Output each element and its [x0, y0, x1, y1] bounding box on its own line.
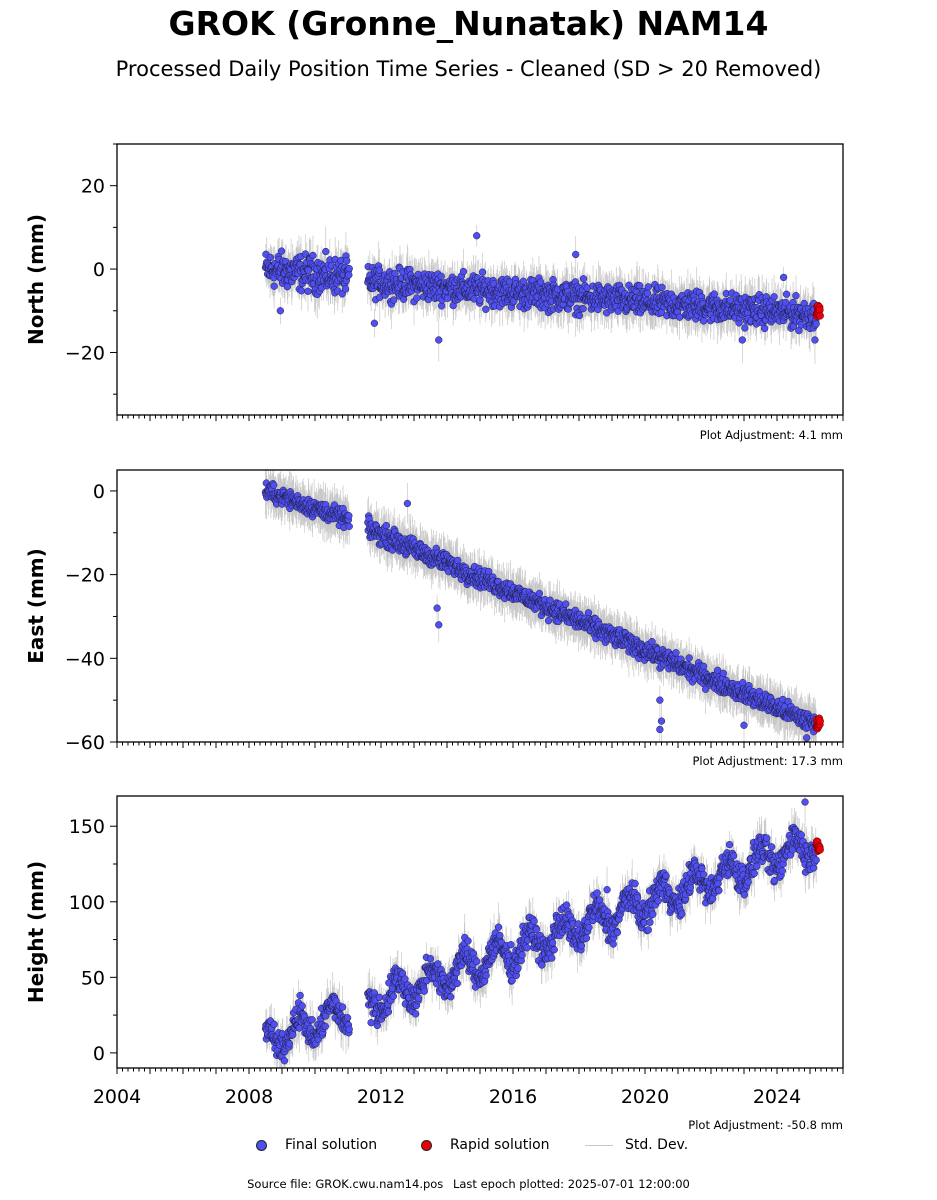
- final-point: [635, 281, 644, 290]
- final-point: [266, 253, 275, 262]
- final-point: [341, 285, 350, 293]
- final-point: [304, 266, 313, 274]
- final-point: [572, 250, 580, 259]
- chart-title: GROK (Gronne_Nunatak) NAM14: [168, 4, 769, 43]
- final-point: [443, 294, 452, 302]
- final-point: [782, 298, 790, 307]
- final-point: [792, 292, 800, 300]
- final-point: [648, 637, 656, 646]
- final-point: [812, 320, 820, 328]
- final-point: [710, 290, 718, 298]
- final-point: [770, 293, 778, 301]
- final-point: [304, 287, 312, 295]
- final-point: [343, 257, 351, 265]
- final-point: [390, 296, 398, 304]
- final-point: [322, 247, 330, 256]
- final-point: [535, 589, 544, 598]
- final-point: [782, 290, 791, 298]
- final-point: [546, 596, 554, 604]
- final-point: [435, 336, 443, 344]
- y-axis-label: North (mm): [24, 214, 48, 345]
- final-point: [437, 272, 445, 280]
- final-point: [760, 324, 769, 333]
- plot-area: [261, 224, 824, 365]
- final-point: [345, 264, 353, 273]
- plot-area: [261, 470, 824, 742]
- final-point: [699, 317, 708, 325]
- final-point: [270, 481, 278, 489]
- final-solution-series: [261, 479, 820, 742]
- chart-subtitle: Processed Daily Position Time Series - C…: [115, 57, 822, 81]
- final-point: [276, 307, 285, 315]
- final-point: [370, 319, 379, 327]
- rapid-solution-series: [812, 301, 824, 320]
- final-point: [726, 296, 735, 304]
- final-point: [345, 522, 353, 531]
- y-tick-label: −20: [65, 342, 105, 364]
- final-point: [473, 232, 481, 240]
- final-point: [482, 305, 490, 313]
- y-tick-label: 20: [81, 176, 105, 198]
- final-point: [375, 266, 384, 274]
- final-point: [575, 311, 584, 320]
- final-point: [270, 282, 278, 290]
- final-point: [413, 294, 421, 302]
- final-point: [277, 247, 286, 255]
- final-point: [779, 273, 788, 282]
- final-point: [345, 271, 353, 279]
- final-point: [391, 269, 399, 278]
- final-solution-series: [261, 232, 820, 344]
- final-point: [459, 267, 468, 276]
- final-point: [643, 289, 652, 298]
- final-point: [544, 616, 553, 625]
- final-point: [536, 278, 545, 286]
- final-point: [811, 336, 819, 344]
- final-point: [478, 268, 487, 276]
- final-point: [562, 600, 570, 608]
- final-point: [519, 277, 527, 285]
- final-point: [738, 336, 746, 344]
- panel-0: −20 0 20 North (mm) Plot Adjustment: 4.1 mm: [24, 143, 844, 442]
- final-point: [345, 512, 353, 520]
- final-point: [382, 521, 391, 530]
- final-point: [579, 275, 588, 283]
- final-point: [741, 324, 749, 332]
- plot-adjustment-note: Plot Adjustment: 4.1 mm: [700, 428, 843, 442]
- final-point: [309, 251, 317, 260]
- final-point: [658, 283, 666, 291]
- y-tick-label: 0: [93, 259, 105, 281]
- rapid-point: [816, 311, 824, 320]
- final-point: [579, 304, 587, 313]
- final-point: [297, 287, 306, 295]
- final-point: [644, 283, 652, 291]
